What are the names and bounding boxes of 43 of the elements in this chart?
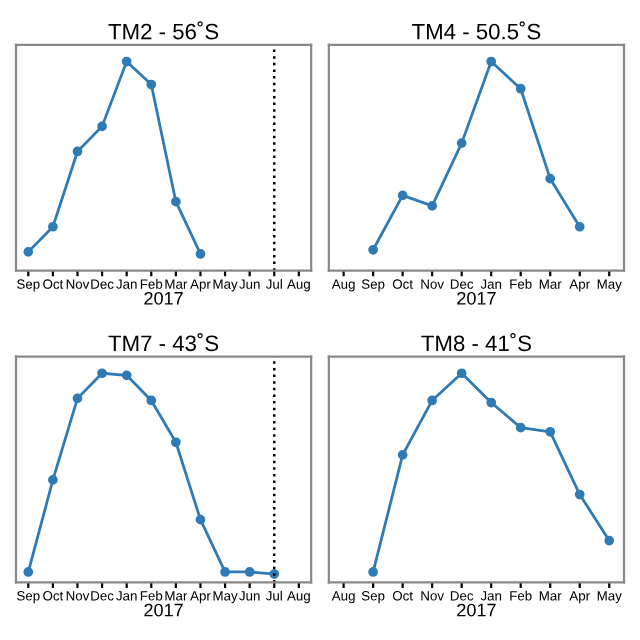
- point: [195, 514, 206, 525]
- point: [515, 83, 526, 94]
- point: [456, 138, 467, 148]
- point: [456, 368, 467, 379]
- point: [72, 393, 83, 404]
- chart-title: TM7 - 43˚S: [108, 333, 219, 352]
- point: [23, 567, 34, 577]
- point: [146, 395, 157, 406]
- point: [220, 567, 230, 577]
- point: [574, 221, 585, 232]
- point: [486, 397, 497, 408]
- point: [97, 368, 107, 379]
- point: [604, 535, 615, 546]
- point: [48, 221, 58, 232]
- chart-title: TM4 - 50.5˚S: [412, 21, 541, 40]
- point: [244, 567, 255, 577]
- point: [368, 244, 378, 255]
- point: [397, 449, 408, 460]
- x-axis-title: 2017: [457, 603, 496, 617]
- chart-title: TM8 - 41˚S: [421, 333, 531, 352]
- x-axis-title: 2017: [144, 291, 183, 305]
- point: [72, 146, 83, 157]
- point: [574, 489, 585, 500]
- point: [397, 190, 408, 201]
- point: [368, 567, 378, 577]
- point: [23, 247, 34, 257]
- point: [171, 196, 181, 207]
- chart-title: TM2 - 56˚S: [108, 21, 219, 40]
- point: [171, 437, 181, 448]
- x-axis-title: 2017: [144, 603, 183, 617]
- point: [97, 121, 107, 132]
- x-axis-title: 2017: [457, 291, 496, 305]
- point: [121, 56, 132, 67]
- point: [121, 370, 132, 381]
- point: [427, 200, 438, 211]
- point: [427, 395, 438, 406]
- point: [545, 426, 556, 437]
- point: [48, 475, 58, 485]
- point: [146, 79, 157, 90]
- point: [195, 249, 206, 259]
- point: [545, 173, 556, 184]
- point: [486, 56, 497, 67]
- point: [515, 422, 526, 433]
